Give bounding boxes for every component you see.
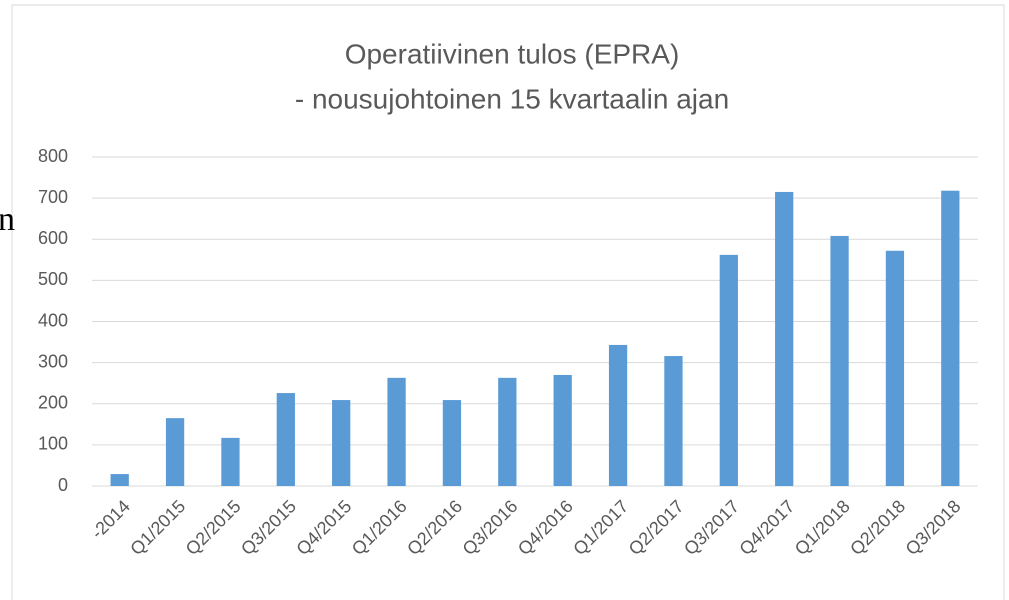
y-tick-label: 300 <box>38 351 68 371</box>
bar <box>165 418 185 486</box>
bar <box>885 250 905 486</box>
bar <box>830 235 849 486</box>
y-tick-label: 600 <box>38 228 68 248</box>
y-tick-label: 800 <box>38 146 68 166</box>
bar <box>608 344 628 486</box>
bar <box>332 400 351 486</box>
bar <box>221 437 240 486</box>
y-tick-label: 500 <box>38 269 68 289</box>
bar <box>110 474 129 486</box>
bar <box>719 254 738 486</box>
bar <box>775 191 794 487</box>
chart-title: Operatiivinen tulos (EPRA) <box>345 38 680 69</box>
y-tick-label: 0 <box>58 475 68 495</box>
y-tick-label: 700 <box>38 187 68 207</box>
y-tick-label: 100 <box>38 434 68 454</box>
y-tick-label: 400 <box>38 310 68 330</box>
y-tick-label: 200 <box>38 393 68 413</box>
bar <box>553 374 572 486</box>
bar <box>387 377 406 486</box>
bar <box>442 400 462 486</box>
side-text: n <box>0 201 15 238</box>
bar <box>664 356 683 486</box>
bar <box>276 393 295 486</box>
chart-subtitle: - nousujohtoinen 15 kvartaalin ajan <box>295 83 729 114</box>
bar <box>941 190 960 486</box>
bar <box>498 377 517 486</box>
